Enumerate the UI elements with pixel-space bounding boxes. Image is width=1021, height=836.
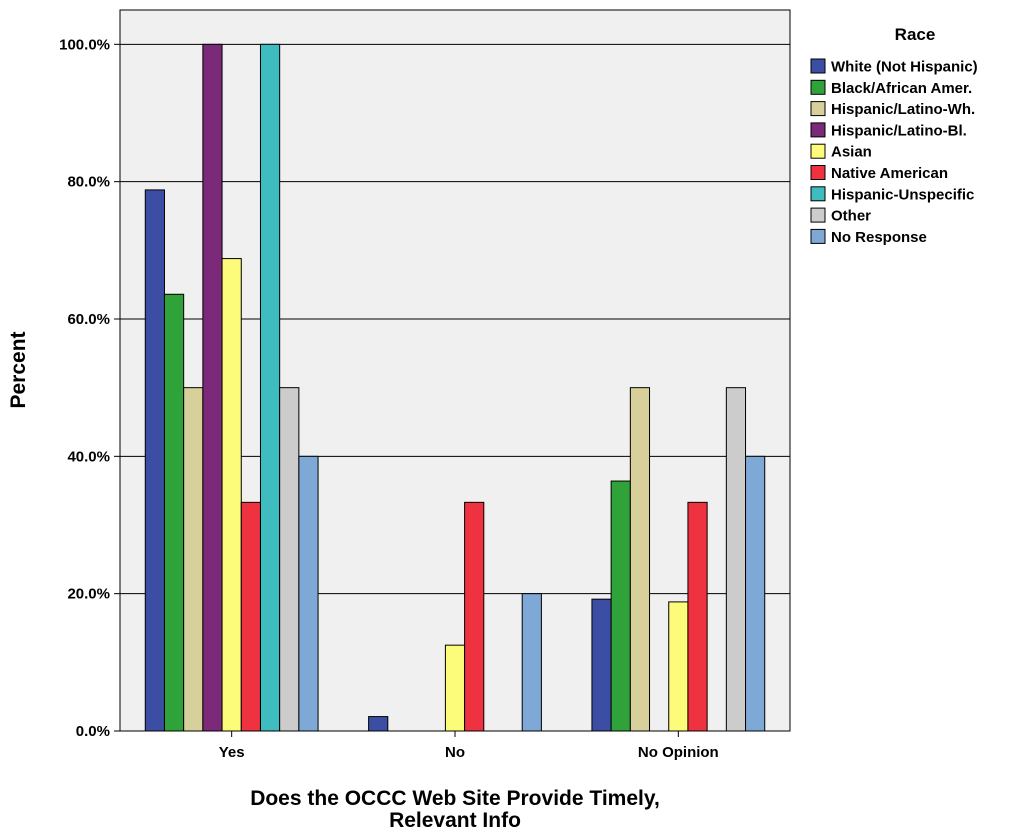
y-tick-label: 20.0% [67,586,110,603]
bar [368,716,389,732]
y-axis-title: Percent [7,331,30,408]
y-tick-label: 80.0% [67,174,110,191]
legend-label: Other [831,208,871,225]
x-tick-label: No Opinion [638,744,719,761]
bar [629,387,651,732]
bar [259,43,281,732]
y-tick-label: 100.0% [59,36,110,53]
legend-swatch [810,122,826,138]
legend-label: Black/African Amer. [831,80,972,97]
legend-label: Hispanic/Latino-Bl. [831,122,967,139]
legend-swatch [810,165,826,180]
bar [610,480,631,732]
y-tick-label: 0.0% [76,723,110,740]
legend-label: Hispanic-Unspecific [831,186,974,203]
legend-swatch [810,79,826,95]
x-axis-title-line-2: Relevant Info [389,809,521,832]
bar [144,189,165,732]
y-tick-label: 60.0% [67,311,110,328]
bar [183,387,204,732]
bar [745,455,766,732]
legend-title: Race [895,25,936,44]
y-tick-label: 40.0% [67,448,110,465]
legend: Race White (Not Hispanic) Black/African A… [810,25,978,246]
bar [240,501,261,732]
bar [279,387,300,732]
bar [444,644,466,732]
bar [668,601,689,732]
x-tick-label: No [445,744,465,761]
legend-swatch [810,228,826,244]
bar [221,258,242,732]
legend-label: Native American [831,165,948,182]
legend-label: Hispanic/Latino-Wh. [831,101,975,118]
bar [163,293,185,732]
x-axis-ticks: Yes No No Opinion [219,731,719,761]
bars [144,43,766,732]
bar [687,501,708,732]
bar [725,387,747,732]
x-axis-title-line-1: Does the OCCC Web Site Provide Timely, [250,787,660,810]
x-tick-label: Yes [219,744,245,761]
bar [521,593,542,732]
legend-swatch [810,186,826,202]
legend-swatch [810,207,826,223]
legend-label: No Response [831,229,927,246]
legend-label: White (Not Hispanic) [831,59,978,76]
legend-swatch [810,143,826,159]
legend-swatch [810,58,826,74]
legend-swatch [810,101,826,117]
bar [464,501,485,732]
bar [591,598,612,732]
legend-label: Asian [831,144,872,161]
y-axis-ticks: 0.0% 20.0% 40.0% 60.0% 80.0% 100.0% [59,36,120,740]
bar [298,455,319,732]
bar [202,43,223,732]
